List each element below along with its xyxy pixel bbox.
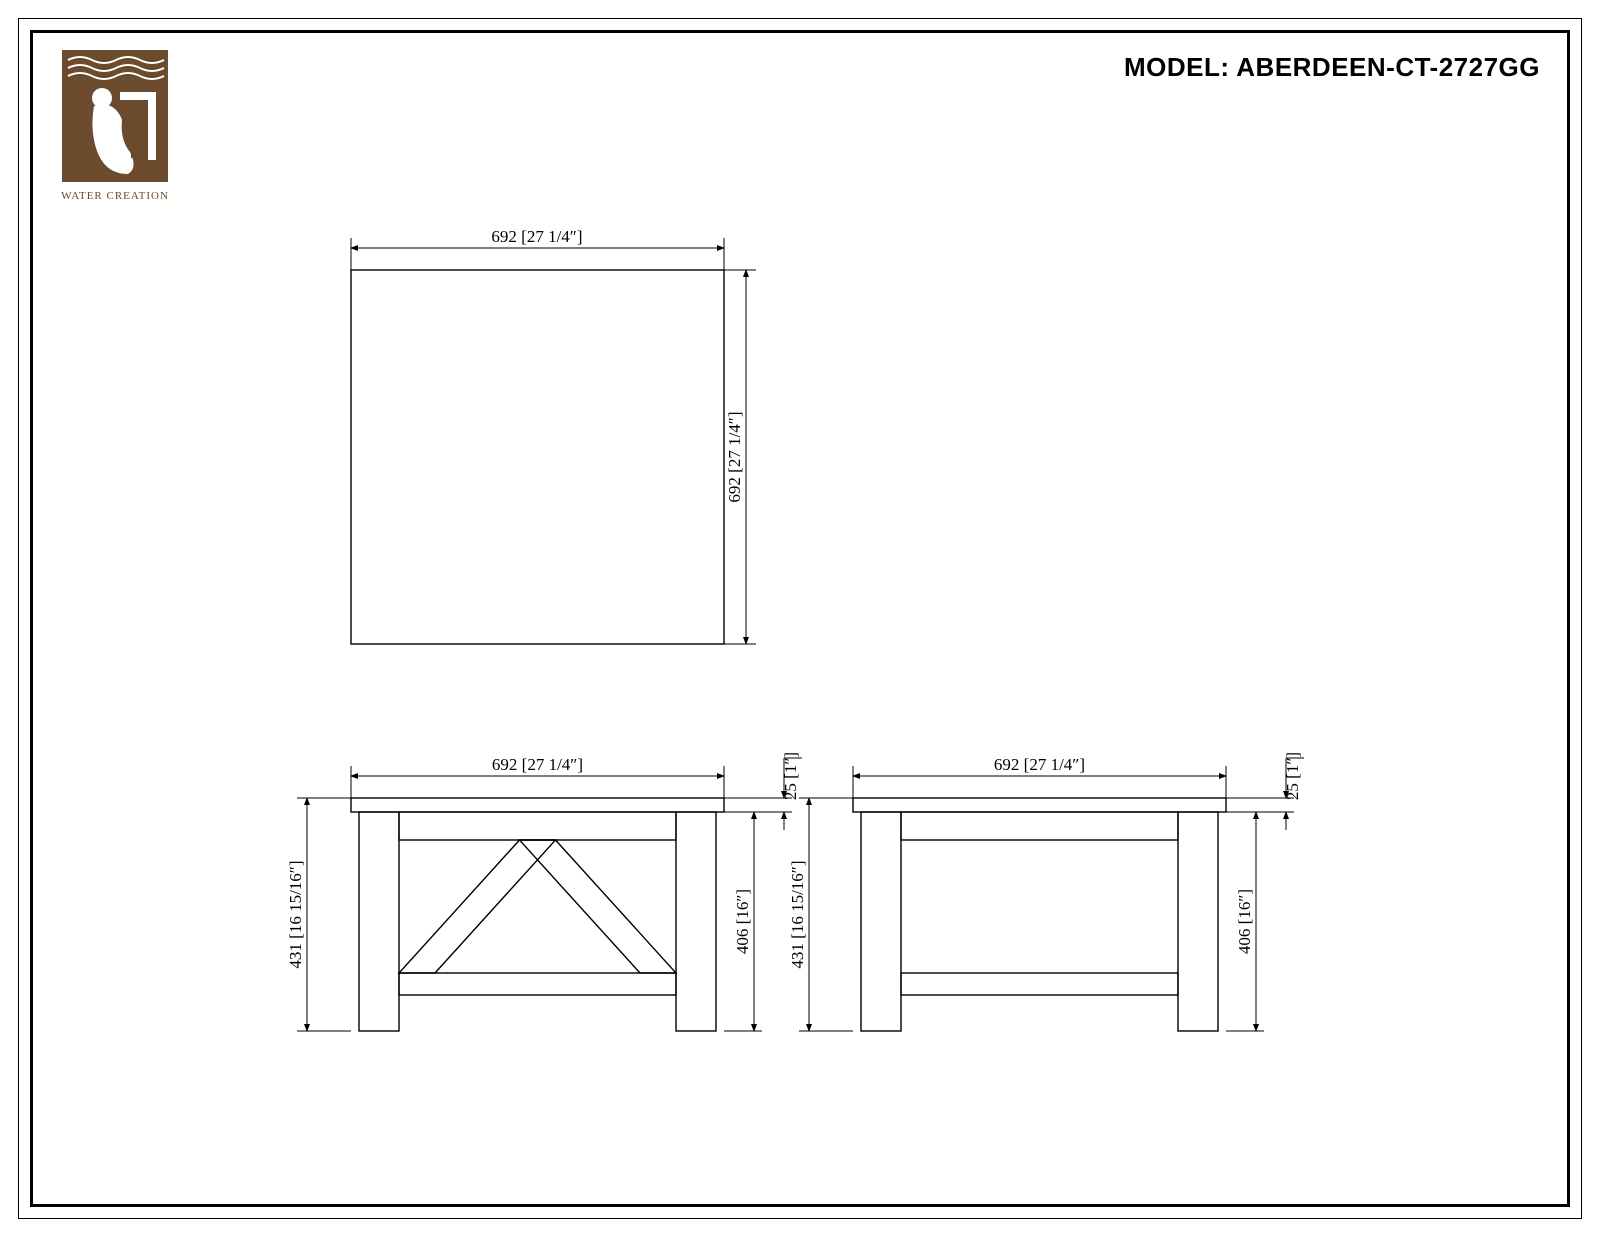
logo-caption: WATER CREATION [60,190,170,202]
model-number: ABERDEEN-CT-2727GG [1236,52,1540,82]
model-title: MODEL: ABERDEEN-CT-2727GG [1124,52,1540,83]
page: MODEL: ABERDEEN-CT-2727GG [0,0,1600,1237]
title-prefix: MODEL: [1124,52,1236,82]
brand-logo: WATER CREATION [60,48,170,202]
inner-frame [30,30,1570,1207]
